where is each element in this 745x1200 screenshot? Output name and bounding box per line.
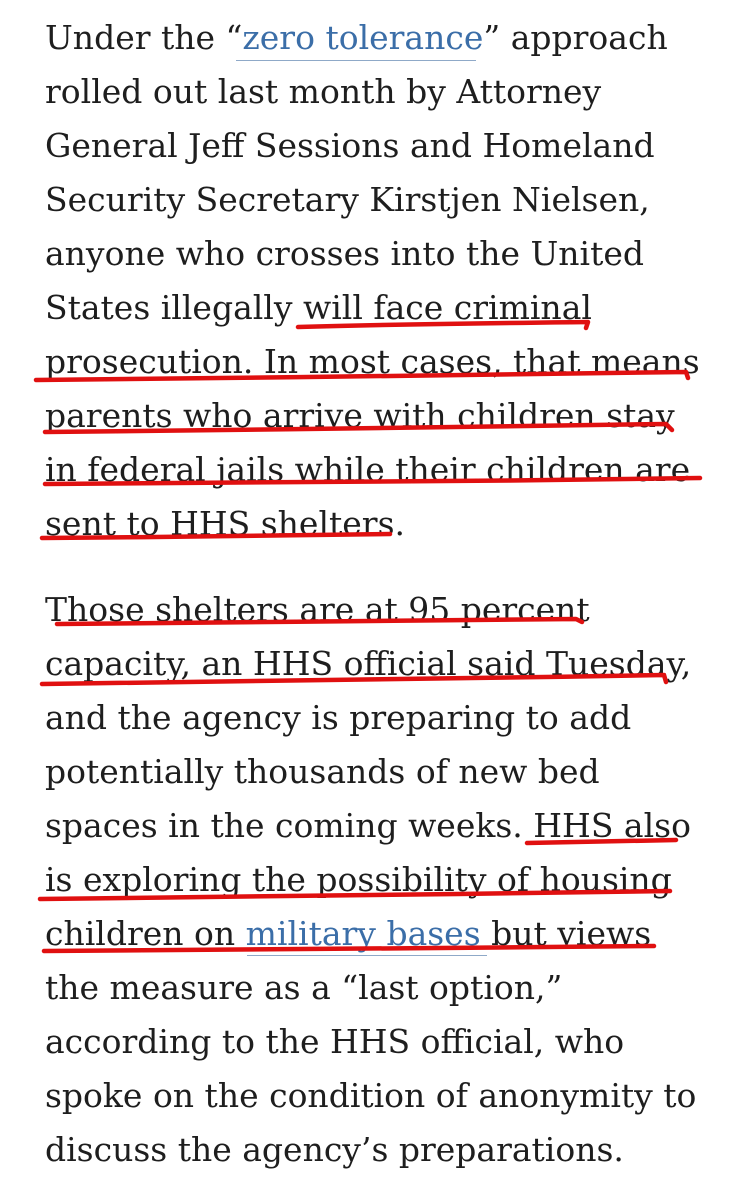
text-line: according to the HHS official, who [45,1022,625,1061]
text-line: is exploring the possibility of housing [45,860,672,899]
text-segment: Under the “ [45,18,243,57]
text-line: in federal jails while their children ar… [45,450,691,489]
link-underline [236,60,476,61]
text-segment: ” approach [483,18,668,57]
text-segment: children on [45,914,246,953]
text-line: anyone who crosses into the United [45,234,645,273]
text-segment: but views [480,914,652,953]
text-line: States illegally will face criminal [45,288,592,327]
text-line: parents who arrive with children stay [45,396,675,435]
text-line: Those shelters are at 95 percent [45,590,590,629]
text-line: the measure as a “last option,” [45,968,563,1007]
text-line: Under the “zero tolerance” approach [45,18,668,58]
military-bases-link[interactable]: military bases [245,914,481,953]
text-line: capacity, an HHS official said Tuesday, [45,644,692,683]
text-line: discuss the agency’s preparations. [45,1130,624,1169]
text-line: spoke on the condition of anonymity to [45,1076,697,1115]
link-underline [247,955,487,956]
text-line: spaces in the coming weeks. HHS also [45,806,691,845]
text-line: potentially thousands of new bed [45,752,600,791]
text-line: sent to HHS shelters. [45,504,406,543]
text-line: children on military bases but views [45,914,651,954]
text-line: General Jeff Sessions and Homeland [45,126,655,165]
text-line: and the agency is preparing to add [45,698,632,737]
text-line: prosecution. In most cases, that means [45,342,700,381]
text-line: rolled out last month by Attorney [45,72,602,111]
zero-tolerance-link[interactable]: zero tolerance [242,18,484,57]
text-line: Security Secretary Kirstjen Nielsen, [45,180,650,219]
